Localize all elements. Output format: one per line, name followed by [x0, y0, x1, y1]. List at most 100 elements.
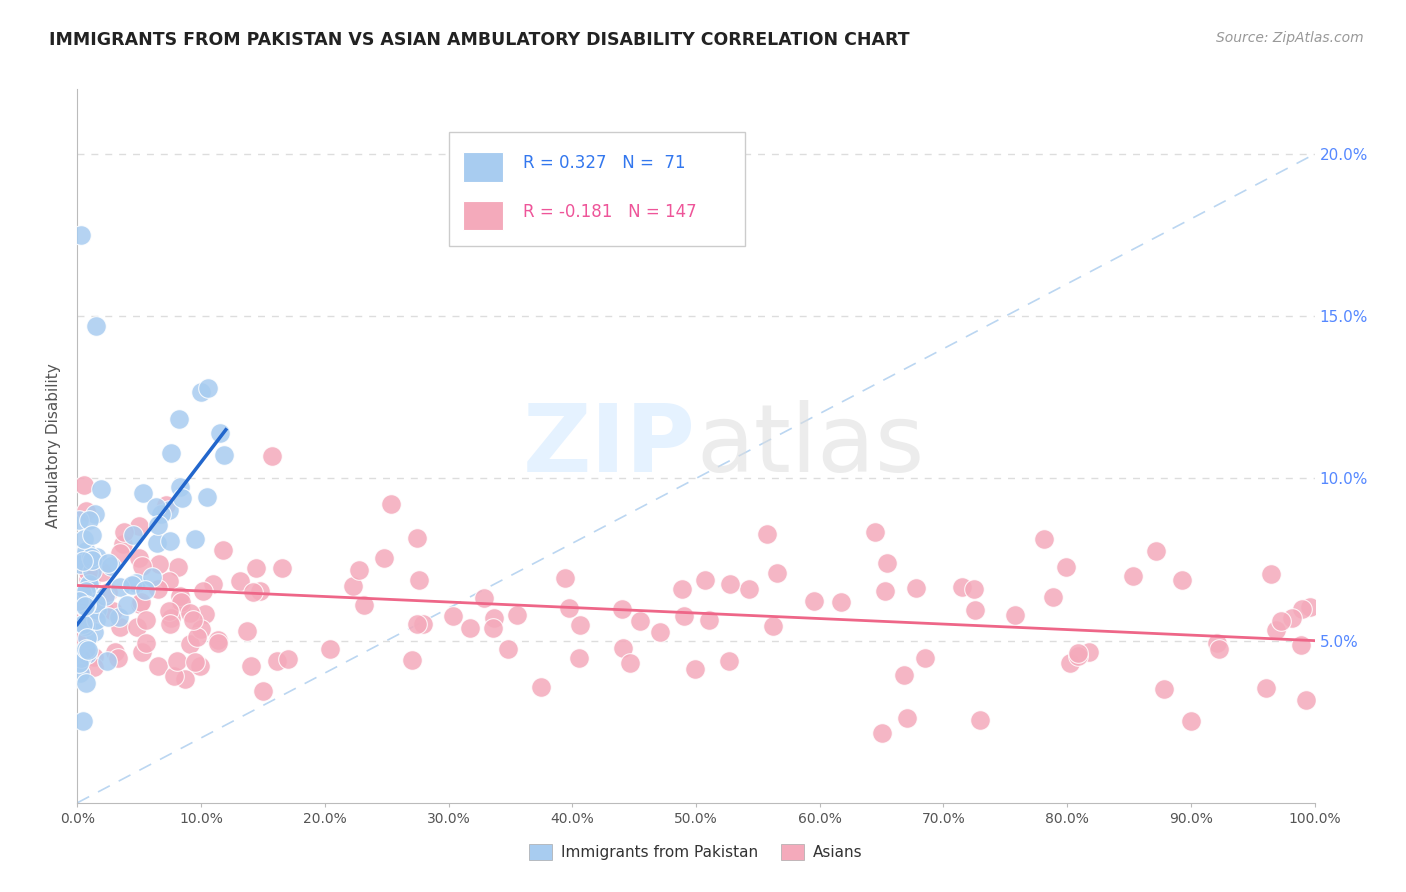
- Point: [160, 611, 183, 625]
- Point: [353, 598, 375, 612]
- Point: [75, 584, 97, 599]
- Point: [1042, 590, 1064, 604]
- Point: [108, 610, 131, 624]
- Text: Source: ZipAtlas.com: Source: ZipAtlas.com: [1216, 31, 1364, 45]
- Point: [249, 584, 271, 599]
- Point: [70, 595, 93, 609]
- Point: [876, 556, 898, 570]
- Point: [83, 624, 105, 639]
- Point: [412, 616, 434, 631]
- Point: [84, 318, 107, 333]
- Point: [1067, 646, 1090, 660]
- Point: [135, 635, 157, 649]
- Point: [408, 573, 430, 587]
- Point: [373, 551, 395, 566]
- Point: [235, 624, 257, 639]
- Point: [110, 546, 132, 560]
- Point: [69, 557, 91, 571]
- Point: [73, 532, 96, 546]
- Point: [97, 610, 120, 624]
- Point: [1265, 624, 1288, 638]
- Point: [67, 593, 90, 607]
- Point: [132, 486, 155, 500]
- Point: [1032, 532, 1054, 546]
- Point: [69, 665, 91, 680]
- Point: [1067, 649, 1090, 664]
- Point: [1291, 602, 1313, 616]
- Point: [1254, 681, 1277, 695]
- Point: [318, 642, 340, 657]
- Point: [111, 536, 134, 550]
- Point: [208, 425, 231, 440]
- Point: [1122, 569, 1144, 583]
- Legend: Immigrants from Pakistan, Asians: Immigrants from Pakistan, Asians: [523, 838, 869, 866]
- Point: [128, 551, 150, 566]
- Point: [830, 594, 852, 608]
- Point: [619, 656, 641, 670]
- Point: [169, 590, 191, 604]
- Point: [191, 584, 214, 599]
- Point: [1295, 693, 1317, 707]
- Point: [77, 513, 100, 527]
- Point: [1270, 614, 1292, 628]
- Point: [75, 599, 97, 613]
- Point: [401, 653, 423, 667]
- Point: [554, 571, 576, 585]
- Point: [75, 676, 97, 690]
- Point: [173, 672, 195, 686]
- Point: [245, 561, 267, 575]
- Point: [73, 478, 96, 492]
- Point: [83, 649, 105, 664]
- Point: [76, 615, 98, 629]
- Point: [157, 503, 180, 517]
- Point: [146, 536, 169, 550]
- Text: R = -0.181   N = 147: R = -0.181 N = 147: [523, 203, 696, 221]
- Point: [84, 507, 107, 521]
- Point: [72, 554, 94, 568]
- Point: [155, 498, 177, 512]
- Point: [458, 621, 481, 635]
- Point: [86, 596, 108, 610]
- Point: [188, 659, 211, 673]
- Point: [506, 608, 529, 623]
- Point: [612, 640, 634, 655]
- Point: [914, 651, 936, 665]
- Point: [179, 637, 201, 651]
- Point: [718, 577, 741, 591]
- Point: [170, 599, 193, 613]
- FancyBboxPatch shape: [464, 201, 503, 230]
- Point: [1077, 645, 1099, 659]
- Point: [125, 620, 148, 634]
- Point: [482, 611, 505, 625]
- Point: [870, 726, 893, 740]
- Point: [697, 613, 720, 627]
- Point: [115, 599, 138, 613]
- Point: [128, 597, 150, 611]
- Point: [896, 711, 918, 725]
- Point: [481, 621, 503, 635]
- Point: [148, 659, 170, 673]
- Point: [112, 525, 135, 540]
- Point: [67, 513, 90, 527]
- Point: [83, 659, 105, 673]
- Point: [963, 582, 986, 596]
- Point: [167, 560, 190, 574]
- Point: [108, 620, 131, 634]
- Point: [1171, 574, 1194, 588]
- Point: [86, 602, 108, 616]
- Point: [240, 659, 263, 673]
- Point: [718, 654, 741, 668]
- Point: [125, 576, 148, 591]
- Point: [86, 613, 108, 627]
- Point: [166, 654, 188, 668]
- Point: [121, 578, 143, 592]
- Point: [212, 542, 235, 557]
- Point: [93, 601, 115, 615]
- Point: [650, 625, 672, 640]
- Point: [1146, 543, 1168, 558]
- Point: [108, 580, 131, 594]
- Point: [1208, 642, 1230, 657]
- Point: [266, 654, 288, 668]
- Point: [96, 654, 118, 668]
- Point: [73, 600, 96, 615]
